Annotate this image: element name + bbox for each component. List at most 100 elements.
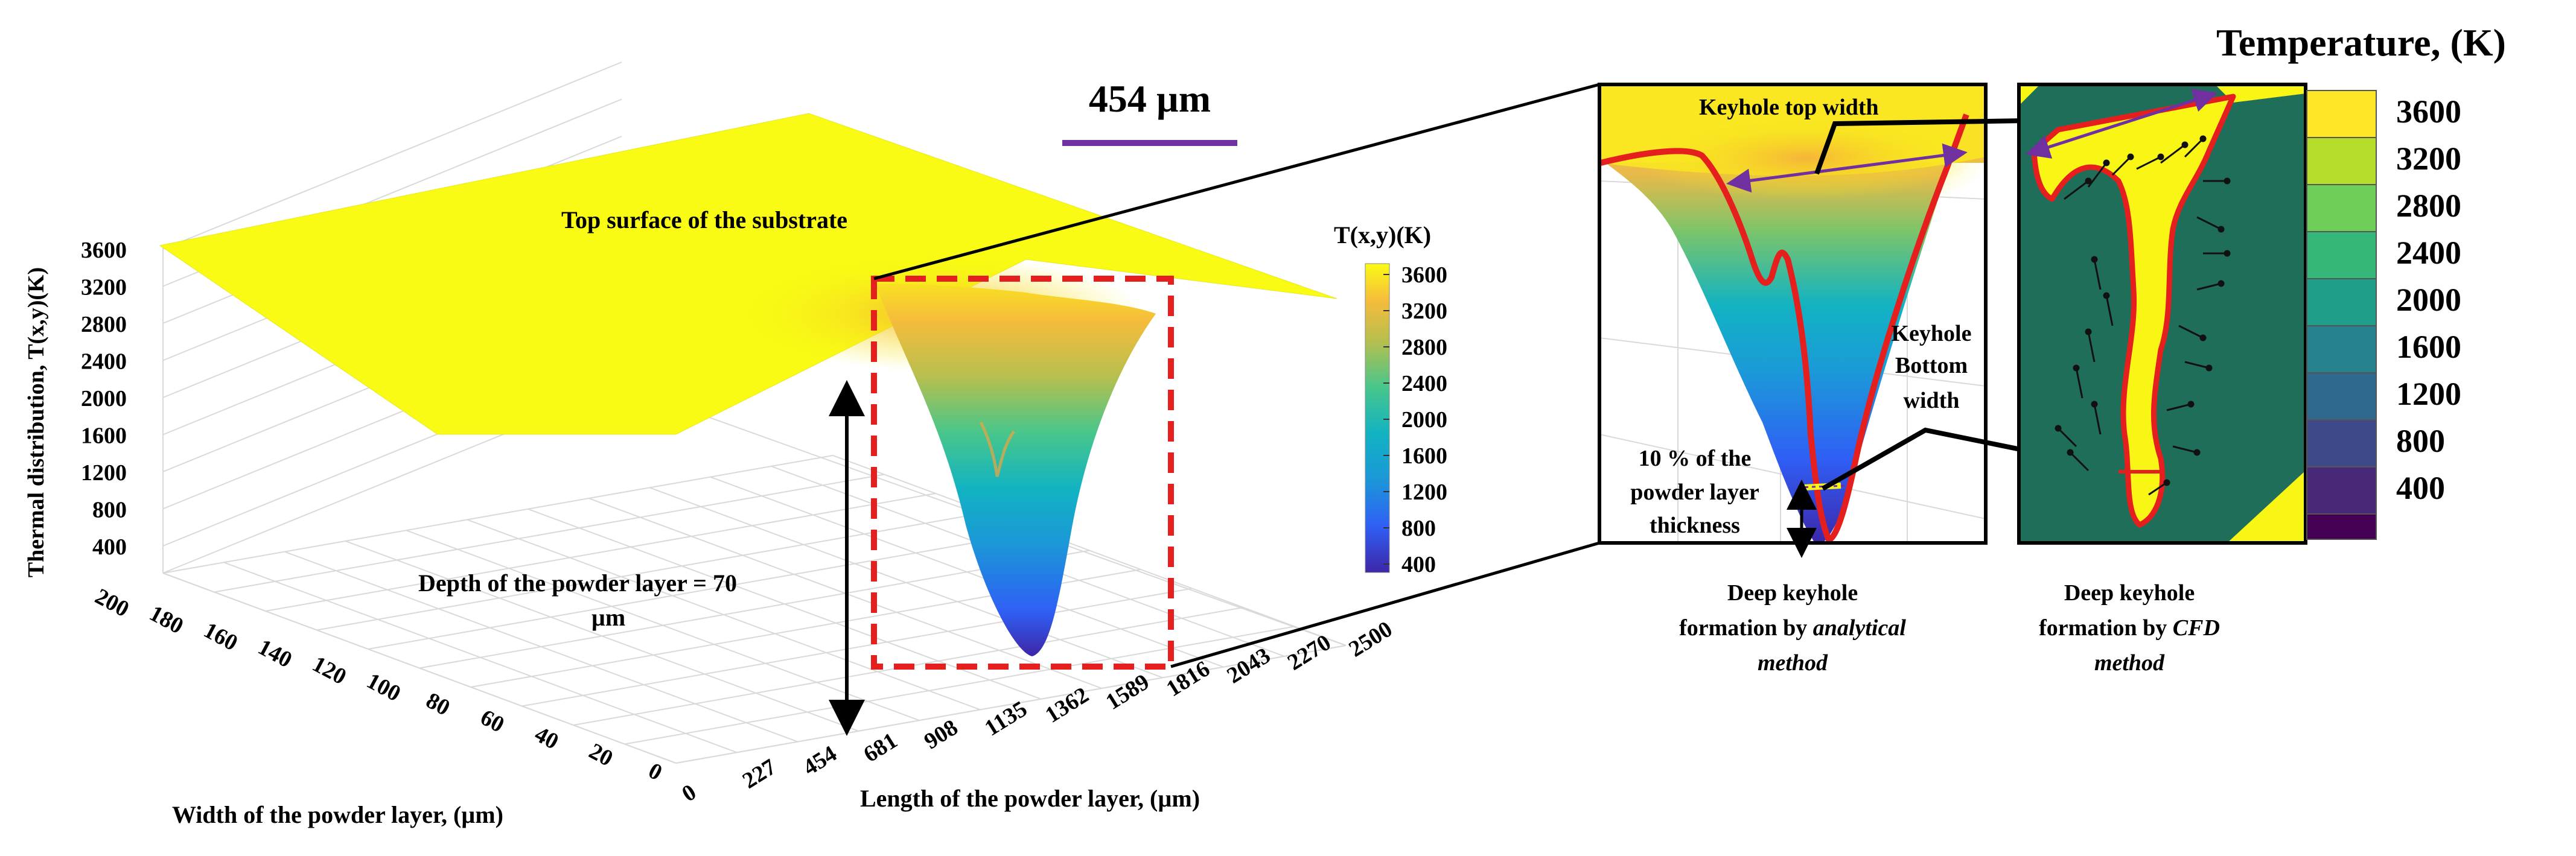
velocity-arrow-head bbox=[2091, 401, 2098, 408]
x-tick-label: 2500 bbox=[1345, 617, 1397, 662]
caption-analytical-2-italic: analytical bbox=[1813, 615, 1907, 641]
velocity-arrow bbox=[2064, 180, 2089, 200]
legend-swatch bbox=[2306, 419, 2377, 468]
label-bottom-width-3: width bbox=[1904, 388, 1960, 413]
z-tick-label: 800 bbox=[92, 498, 127, 523]
caption-analytical: Deep keyhole formation by analytical met… bbox=[1679, 580, 1906, 676]
velocity-arrow-head bbox=[2193, 449, 2201, 456]
floor-grid-line bbox=[368, 531, 1039, 650]
floor-grid-line bbox=[223, 562, 738, 753]
x-tick-label: 1135 bbox=[980, 696, 1031, 741]
floor-grid-line bbox=[214, 474, 885, 593]
keyhole-surface bbox=[875, 284, 1156, 656]
floor-grid-line bbox=[162, 572, 677, 764]
velocity-arrow-head bbox=[2205, 364, 2213, 372]
y-tick-label: 0 bbox=[644, 758, 666, 785]
legend-swatch bbox=[2306, 184, 2377, 232]
velocity-arrow-head bbox=[2103, 292, 2110, 299]
z-tick-label: 2000 bbox=[81, 386, 127, 411]
velocity-arrow bbox=[2093, 404, 2102, 435]
velocity-arrow-head bbox=[2085, 328, 2092, 335]
velocity-arrow bbox=[2148, 481, 2167, 496]
velocity-arrow bbox=[2111, 156, 2132, 176]
caption-cfd: Deep keyhole formation by CFD method bbox=[2039, 580, 2220, 676]
velocity-arrow bbox=[2136, 156, 2161, 170]
velocity-arrow-head bbox=[2085, 177, 2092, 185]
z-axis-ticks: 3600 3200 2800 2400 2000 1600 1200 800 400 bbox=[81, 238, 127, 560]
velocity-arrow-head bbox=[2181, 141, 2189, 148]
y-axis-label: Width of the powder layer, (µm) bbox=[172, 801, 503, 828]
z-grid-line bbox=[162, 62, 622, 250]
legend-label: 2400 bbox=[2396, 235, 2461, 271]
velocity-arrow-head bbox=[2067, 449, 2074, 456]
zoom-panel-cfd bbox=[2017, 83, 2307, 545]
floor-grid-line bbox=[419, 550, 1090, 669]
caption-analytical-2: formation by analytical bbox=[1679, 615, 1906, 641]
colorbar-tick-label: 1600 bbox=[1401, 443, 1447, 469]
y-tick-label: 40 bbox=[531, 721, 563, 755]
depth-annotation-line1: Depth of the powder layer = 70 bbox=[418, 569, 737, 597]
y-tick-label: 80 bbox=[422, 688, 454, 721]
z-axis-label: Thermal distribution, T(x,y)(K) bbox=[24, 267, 49, 577]
floor-grid-line bbox=[675, 645, 1347, 764]
velocity-arrow bbox=[2087, 331, 2096, 363]
callout-top-width bbox=[1814, 117, 2101, 175]
keyhole-outline-analytical bbox=[1599, 113, 1969, 543]
colorbar-tick-label: 3600 bbox=[1401, 262, 1447, 288]
highlight-box-keyhole bbox=[871, 276, 1174, 670]
colorbar-ticks: 3600 3200 2800 2400 2000 1600 1200 800 400 bbox=[1383, 262, 1447, 577]
y-tick-label: 100 bbox=[363, 668, 405, 706]
x-tick-label: 227 bbox=[738, 754, 781, 794]
legend-label: 400 bbox=[2396, 470, 2445, 506]
velocity-arrow-head bbox=[2103, 159, 2110, 166]
y-tick-label: 160 bbox=[200, 617, 242, 656]
colorbar-tick-label: 2400 bbox=[1401, 371, 1447, 396]
caption-analytical-3: method bbox=[1758, 650, 1828, 676]
floor-grid-line bbox=[624, 626, 1295, 745]
legend-label: 3600 bbox=[2396, 94, 2461, 130]
floor-grid-line bbox=[710, 476, 1224, 668]
velocity-arrow bbox=[2075, 367, 2083, 399]
scale-bar-label: 454 µm bbox=[1089, 77, 1211, 120]
x-tick-label: 454 bbox=[799, 741, 841, 781]
floor-grid-line bbox=[467, 519, 981, 711]
legend-swatch bbox=[2306, 372, 2377, 420]
legend-swatch bbox=[2306, 466, 2377, 515]
zoom-connector-top bbox=[873, 83, 1600, 281]
floor-grid-line bbox=[345, 540, 859, 732]
colorbar-tick-label: 400 bbox=[1401, 552, 1436, 577]
z-tick-label: 3200 bbox=[81, 275, 127, 300]
caption-analytical-1: Deep keyhole bbox=[1727, 580, 1858, 606]
z-tick-label: 1600 bbox=[81, 423, 127, 449]
legend-label: 3200 bbox=[2396, 141, 2461, 177]
z-tick-label: 1200 bbox=[81, 460, 127, 486]
y-tick-label: 200 bbox=[91, 583, 133, 622]
temperature-legend: 3600 3200 2800 2400 2000 1600 1200 800 400 bbox=[2306, 90, 2461, 540]
x-tick-label: 1362 bbox=[1041, 682, 1094, 728]
legend-swatch bbox=[2306, 137, 2377, 185]
velocity-arrow bbox=[2196, 216, 2222, 230]
legend-swatch bbox=[2306, 325, 2377, 373]
legend-swatch bbox=[2306, 90, 2377, 138]
velocity-arrow bbox=[2057, 427, 2077, 448]
velocity-arrow bbox=[2093, 259, 2102, 290]
legend-label: 2800 bbox=[2396, 188, 2461, 224]
colorbar-tick-label: 2000 bbox=[1401, 407, 1447, 433]
legend-swatch bbox=[2306, 513, 2377, 540]
velocity-arrow-head bbox=[2187, 401, 2195, 408]
legend-label: 1600 bbox=[2396, 329, 2461, 365]
colorbar-tick-label: 2800 bbox=[1401, 335, 1447, 360]
colorbar-tick-label: 800 bbox=[1401, 516, 1436, 541]
floor-grid-line bbox=[528, 508, 1042, 700]
floor-grid-line bbox=[832, 455, 1347, 646]
z-tick-label: 2400 bbox=[81, 349, 127, 375]
caption-cfd-3: method bbox=[2094, 650, 2165, 676]
velocity-arrow-head bbox=[2217, 226, 2225, 233]
velocity-arrow bbox=[2184, 361, 2210, 369]
caption-cfd-2-italic: CFD bbox=[2173, 615, 2220, 641]
zoom-panel-analytical bbox=[1598, 83, 1988, 558]
velocity-arrow-head bbox=[2091, 256, 2098, 263]
label-top-width: Keyhole top width bbox=[1699, 95, 1879, 120]
label-percent-3: thickness bbox=[1650, 513, 1740, 538]
y-tick-label: 20 bbox=[585, 738, 617, 772]
